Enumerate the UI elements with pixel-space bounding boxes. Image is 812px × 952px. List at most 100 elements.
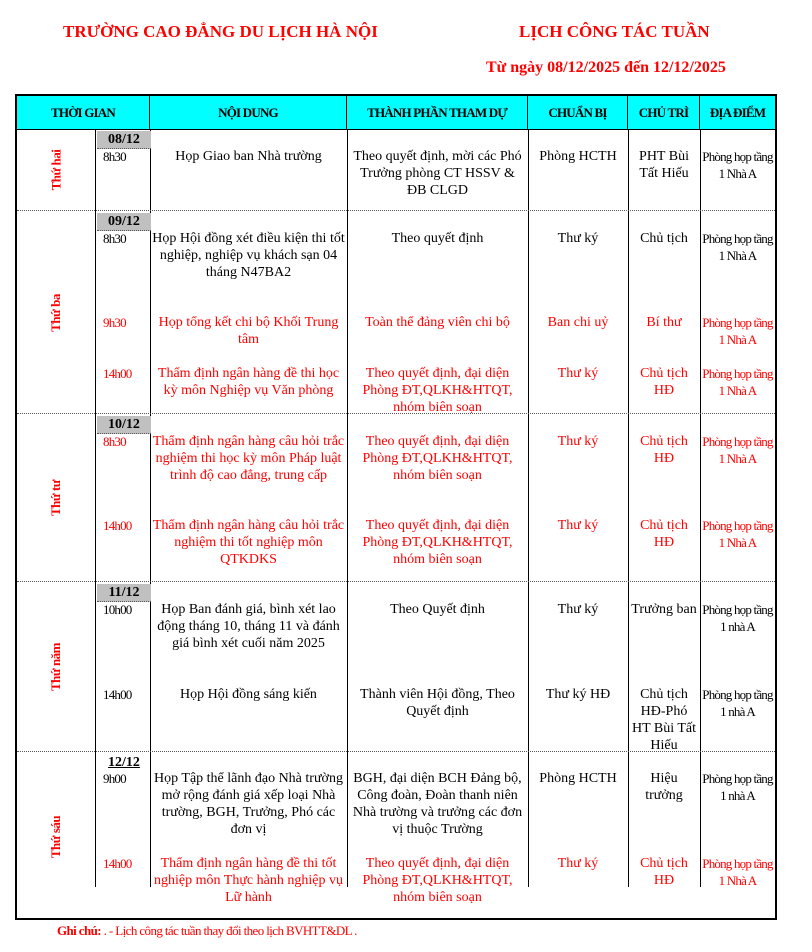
entry-participants: Thành viên Hội đồng, Theo Quyết định xyxy=(360,687,515,719)
column-divider xyxy=(528,129,529,887)
day-row: Thứ tư 10/12 8h30 Thẩm định ngân hàng câu h… xyxy=(17,413,775,582)
day-name-label: Thứ ba xyxy=(48,293,63,332)
entry-chair: Hiệu trưởng xyxy=(645,771,683,803)
table-header: THỜI GIAN NỘI DUNG THÀNH PHẦN THAM DỰ CH… xyxy=(17,96,775,130)
note-label: Ghi chú: xyxy=(57,923,102,938)
entry-prepare: Thư ký xyxy=(557,518,599,533)
entry-prepare: Thư ký xyxy=(557,856,599,871)
entry-content: Họp Tập thể lãnh đạo Nhà trường mở rộng … xyxy=(154,771,343,837)
column-divider xyxy=(347,129,348,887)
schedule-table: THỜI GIAN NỘI DUNG THÀNH PHẦN THAM DỰ CH… xyxy=(15,94,777,920)
day-name: Thứ hai xyxy=(17,129,95,210)
col-prepare: CHUẨN BỊ xyxy=(528,96,628,129)
entry-participants: Theo quyết định, đại diện Phòng ĐT,QLKH&… xyxy=(362,434,513,483)
day-date: 12/12 xyxy=(108,755,140,770)
column-divider xyxy=(95,129,96,887)
col-time: THỜI GIAN xyxy=(17,96,150,129)
entry-content: Họp Hội đồng sáng kiến xyxy=(180,687,317,702)
day-date: 09/12 xyxy=(97,213,151,231)
entry-participants: Theo Quyết định xyxy=(390,602,485,617)
entry-location: Phòng họp tầng 1 Nhà A xyxy=(702,149,773,181)
entry-content: Họp Hội đồng xét điều kiện thi tốt nghiệ… xyxy=(152,231,345,280)
entry-time: 14h00 xyxy=(103,856,132,871)
entry-prepare: Thư ký xyxy=(557,602,599,617)
column-divider xyxy=(628,129,629,887)
day-name-label: Thứ năm xyxy=(47,642,63,692)
note: Ghi chú: . - Lịch công tác tuần thay đổi… xyxy=(57,923,357,939)
entry-time: 8h30 xyxy=(103,434,127,449)
school-name: TRƯỜNG CAO ĐẲNG DU LỊCH HÀ NỘI xyxy=(63,22,378,41)
day-name: Thứ ba xyxy=(17,211,95,414)
day-name: Thứ năm xyxy=(17,582,95,752)
entry-time: 8h30 xyxy=(103,149,127,164)
col-participants: THÀNH PHẦN THAM DỰ xyxy=(347,96,528,129)
date-range: Từ ngày 08/12/2025 đến 12/12/2025 xyxy=(486,59,726,76)
entry-location: Phòng họp tầng 1 Nhà A xyxy=(702,231,773,263)
entry-content: Thẩm định ngân hàng đề thi tốt nghiệp mô… xyxy=(154,856,343,905)
entry-time: 14h00 xyxy=(103,366,132,381)
entry-chair: Chủ tịch HĐ xyxy=(640,518,688,550)
day-name-label: Thứ sáu xyxy=(48,815,63,858)
entry-location: Phòng họp tầng 1 Nhà A xyxy=(702,856,773,888)
day-name-label: Thứ hai xyxy=(47,149,63,190)
day-row: Thứ năm 11/12 10h00 Họp Ban đánh giá, bình … xyxy=(17,581,775,753)
entry-content: Họp tổng kết chi bộ Khối Trung tâm xyxy=(158,315,339,347)
day-name: Thứ sáu xyxy=(17,752,95,921)
entry-location: Phòng họp tầng 1 Nhà A xyxy=(702,518,773,550)
entry-participants: Theo quyết định, mời các Phó Trưởng phòn… xyxy=(353,149,522,198)
entry-time: 10h00 xyxy=(103,602,132,617)
entry-chair: Chủ tịch HĐ xyxy=(640,366,688,398)
entry-prepare: Thư ký HĐ xyxy=(545,687,611,702)
entry-chair: Bí thư xyxy=(646,315,682,330)
col-chair: CHỦ TRÌ xyxy=(628,96,700,129)
entry-time: 9h00 xyxy=(103,771,127,786)
entry-participants: BGH, đại diện BCH Đảng bộ, Công đoàn, Đo… xyxy=(352,771,523,837)
entry-participants: Theo quyết định xyxy=(391,231,484,246)
entry-location: Phòng họp tầng 1 Nhà A xyxy=(702,315,773,347)
entry-chair: PHT Bùi Tất Hiếu xyxy=(639,149,689,181)
entry-prepare: Ban chi uỷ xyxy=(547,315,609,330)
entry-participants: Toàn thể đảng viên chi bộ xyxy=(365,315,510,330)
entry-participants: Theo quyết định, đại diện Phòng ĐT,QLKH&… xyxy=(362,366,513,415)
entry-content: Họp Ban đánh giá, bình xét lao động thán… xyxy=(157,602,340,651)
day-name: Thứ tư xyxy=(17,414,95,582)
col-location: ĐỊA ĐIỂM xyxy=(709,104,766,120)
column-divider xyxy=(150,129,151,887)
entry-participants: Theo quyết định, đại diện Phòng ĐT,QLKH&… xyxy=(362,518,513,567)
column-divider xyxy=(700,129,701,887)
day-date: 10/12 xyxy=(97,416,151,434)
day-date: 08/12 xyxy=(97,131,151,149)
entry-content: Thẩm định ngân hàng câu hỏi trắc nghiệm … xyxy=(152,434,345,483)
day-row: Thứ hai 08/12 8h30 Họp Giao ban Nhà trường T… xyxy=(17,129,775,210)
entry-location: Phòng họp tầng 1 Nhà A xyxy=(702,434,773,466)
entry-prepare: Phòng HCTH xyxy=(539,149,617,164)
day-row: Thứ ba 09/12 8h30 Họp Hội đồng xét điều kiệ… xyxy=(17,210,775,415)
entry-time: 8h30 xyxy=(103,231,127,246)
entry-location: Phòng họp tầng 1 nhà A xyxy=(702,602,773,634)
page-title: LỊCH CÔNG TÁC TUẦN xyxy=(519,22,710,41)
entry-location: Phòng họp tầng 1 nhà A xyxy=(702,687,773,719)
entry-location: Phòng họp tầng 1 Nhà A xyxy=(702,366,773,398)
entry-time: 9h30 xyxy=(103,315,127,330)
entry-chair: Chủ tịch HĐ-Phó HT Bùi Tất Hiếu xyxy=(631,687,697,753)
entry-chair: Chủ tịch HĐ xyxy=(640,434,688,466)
col-content: NỘI DUNG xyxy=(150,96,347,129)
entry-prepare: Thư ký xyxy=(557,231,599,246)
day-row: Thứ sáu 12/12 9h00 Họp Tập thể lãnh đạo Nhà… xyxy=(17,751,775,921)
entry-content: Thẩm định ngân hàng đề thi học kỳ môn Ng… xyxy=(157,366,340,398)
entry-participants: Theo quyết định, đại diện Phòng ĐT,QLKH&… xyxy=(362,856,513,905)
entry-prepare: Thư ký xyxy=(557,434,599,449)
day-name-label: Thứ tư xyxy=(48,479,63,517)
entry-content: Họp Giao ban Nhà trường xyxy=(175,149,322,164)
entry-prepare: Thư ký xyxy=(557,366,599,381)
entry-time: 14h00 xyxy=(103,687,132,702)
entry-location: Phòng họp tầng 1 nhà A xyxy=(702,771,773,803)
day-date: 11/12 xyxy=(97,584,151,602)
entry-chair: Chủ tịch HĐ xyxy=(640,856,688,888)
entry-chair: Chủ tịch xyxy=(640,231,688,246)
entry-content: Thẩm định ngân hàng câu hỏi trắc nghiệm … xyxy=(152,518,345,567)
entry-time: 14h00 xyxy=(103,518,132,533)
note-text: . - Lịch công tác tuần thay đổi theo lịc… xyxy=(103,923,358,938)
entry-prepare: Phòng HCTH xyxy=(539,771,617,786)
entry-chair: Trưởng ban xyxy=(631,602,697,617)
